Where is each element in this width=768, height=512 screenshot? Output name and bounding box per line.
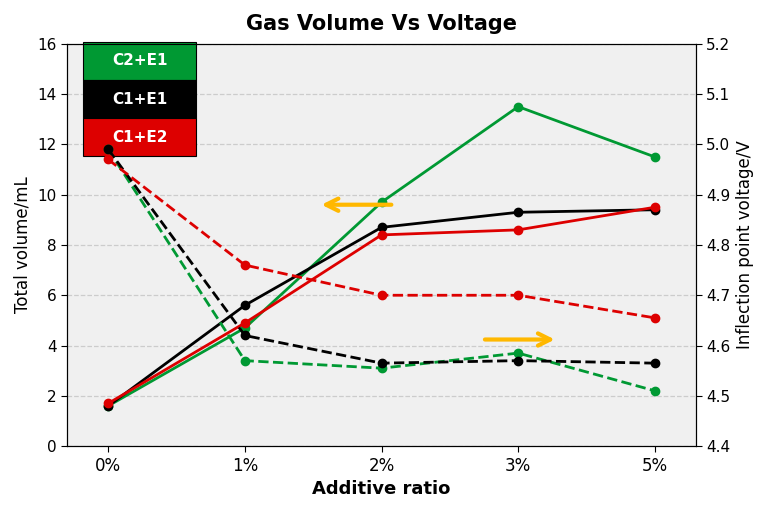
Bar <box>83 42 196 80</box>
X-axis label: Additive ratio: Additive ratio <box>313 480 451 498</box>
Text: C2+E1: C2+E1 <box>112 53 167 69</box>
Text: C1+E2: C1+E2 <box>112 130 167 145</box>
Bar <box>83 118 196 157</box>
Y-axis label: Total volume/mL: Total volume/mL <box>14 177 32 313</box>
Text: C1+E1: C1+E1 <box>112 92 167 106</box>
Bar <box>83 80 196 118</box>
Y-axis label: Inflection point voltage/V: Inflection point voltage/V <box>736 141 754 349</box>
Title: Gas Volume Vs Voltage: Gas Volume Vs Voltage <box>246 14 517 34</box>
